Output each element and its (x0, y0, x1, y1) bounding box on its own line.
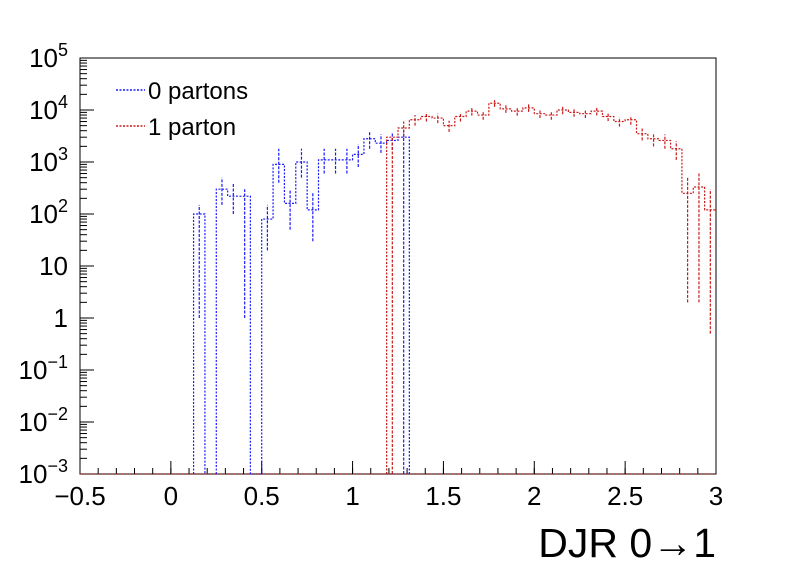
legend-label: 0 partons (148, 78, 248, 105)
x-tick-label: 2.5 (607, 481, 643, 511)
x-tick-label: 1 (345, 481, 359, 511)
legend: 0 partons 1 parton (116, 78, 248, 141)
series-layer (80, 100, 716, 475)
x-axis: −0.5 0 0.5 1 1.5 2 2.5 3 (54, 461, 723, 511)
series-0 (192, 129, 410, 475)
y-axis: 10−3 10−2 10−1 1 10 102 103 104 105 (19, 40, 94, 489)
x-tick-label: −0.5 (54, 481, 105, 511)
y-tick-label: 104 (29, 92, 68, 125)
series-outline (192, 136, 410, 475)
x-tick-label: 2 (527, 481, 541, 511)
series-1 (386, 100, 716, 474)
x-axis-label: DJR 0→1 (538, 520, 716, 566)
y-tick-label: 10 (39, 251, 68, 281)
y-tick-label: 10−1 (19, 352, 68, 385)
y-tick-label: 103 (29, 144, 68, 177)
y-tick-label: 102 (29, 196, 68, 229)
y-tick-label: 10−3 (19, 456, 68, 489)
y-tick-label: 105 (29, 40, 68, 73)
x-tick-label: 0 (164, 481, 178, 511)
series-outline (386, 102, 716, 474)
x-tick-label: 0.5 (244, 481, 280, 511)
legend-label: 1 parton (148, 114, 236, 141)
y-tick-label: 1 (54, 303, 68, 333)
x-tick-label: 3 (709, 481, 723, 511)
x-tick-label: 1.5 (425, 481, 461, 511)
y-tick-label: 10−2 (19, 404, 68, 437)
